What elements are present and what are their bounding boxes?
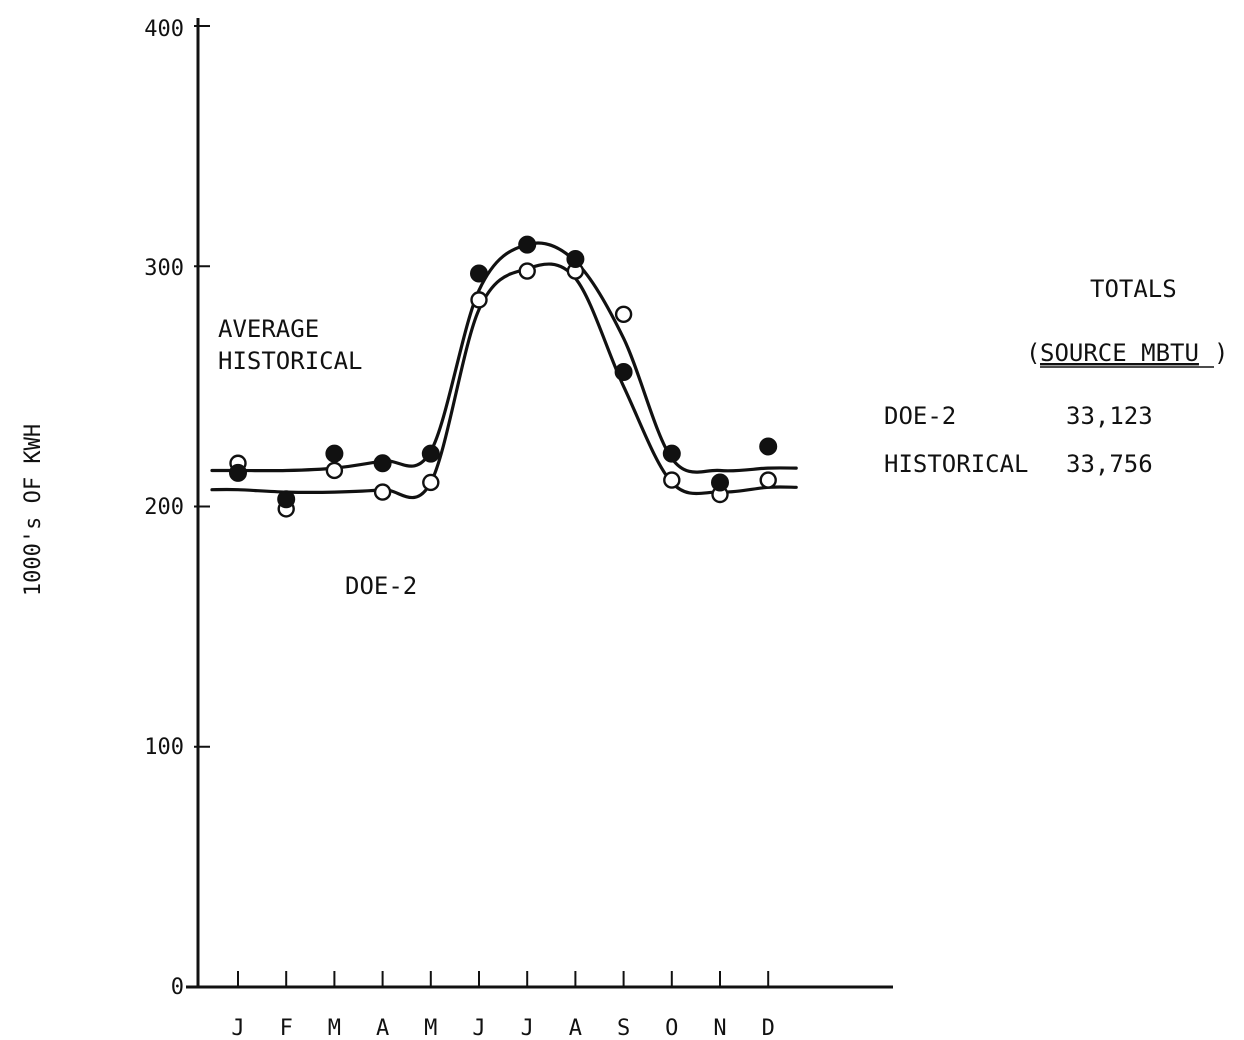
x-tick-label: A [376,1016,389,1040]
totals-row-value: 33,756 [1066,450,1153,478]
x-tick-label: J [521,1016,534,1040]
x-tick-label: J [472,1016,485,1040]
y-tick-label: 400 [144,17,184,42]
y-axis-title: 1000's OF KWH [21,424,46,596]
x-tick-label: F [280,1016,293,1040]
y-tick-label: 200 [144,495,184,520]
historical-series-label: AVERAGE [218,315,319,343]
x-tick-label: D [762,1016,775,1040]
doe2-data-point [373,483,392,501]
totals-row-value: 33,123 [1066,402,1153,430]
doe2-data-point [663,471,681,489]
historical-data-point [470,264,488,283]
doe2-data-point [422,473,440,492]
x-tick-label: N [713,1016,726,1040]
totals-units-open: ( [1026,339,1040,367]
x-tick-label: M [328,1016,341,1040]
historical-data-point [277,490,296,509]
historical-data-point [518,235,537,254]
historical-data-point [662,444,681,463]
doe2-data-point [518,262,536,280]
curves [210,241,798,499]
historical-data-point [614,362,633,381]
totals-heading: TOTALS [1090,275,1177,303]
x-tick-label: S [617,1016,630,1040]
totals-row-label: DOE-2 [884,402,956,430]
y-ticks [194,25,210,988]
doe2-data-point [614,305,633,323]
historical-data-point [566,250,585,269]
x-tick-label: A [569,1016,582,1040]
historical-data-point [421,444,440,463]
historical-data-point [325,444,344,463]
x-tick-label: M [424,1016,437,1040]
totals-units-close: ) [1214,339,1228,367]
x-tick-label: O [665,1016,678,1040]
historical-data-point [759,437,778,456]
doe2-series-label: DOE-2 [345,572,417,600]
doe2-data-point [470,291,488,309]
fitted-curve [210,241,798,474]
historical-data-point [229,463,247,482]
historical-data-point [373,454,392,473]
historical-series-label: HISTORICAL [218,347,363,375]
fitted-curve [210,262,798,499]
y-tick-label: 100 [144,735,184,760]
doe2-data-point [325,461,344,480]
y-tick-label: 300 [144,256,184,281]
totals-units: SOURCE MBTU [1040,339,1199,367]
doe2-data-point [759,471,777,489]
y-tick-label: 0 [171,975,184,1000]
historical-data-point [711,473,729,492]
x-tick-label: J [231,1016,244,1040]
totals-row-label: HISTORICAL [884,450,1029,478]
points [229,235,778,518]
